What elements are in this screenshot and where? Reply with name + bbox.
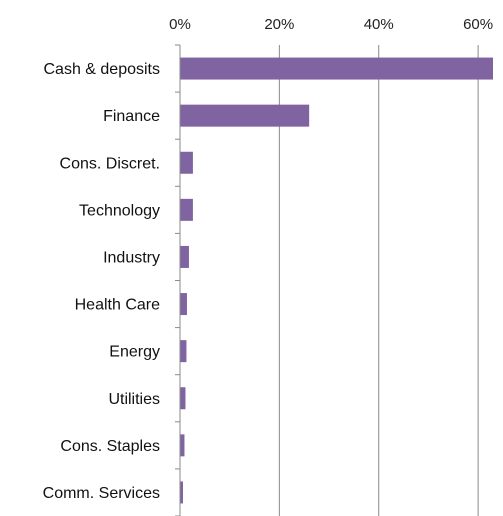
bars — [180, 57, 493, 504]
category-label: Utilities — [108, 391, 160, 408]
x-tick-label: 60% — [463, 16, 493, 33]
bar-health-care — [180, 293, 187, 316]
category-label: Industry — [103, 249, 160, 266]
bar-finance — [180, 104, 310, 127]
bar-industry — [180, 245, 189, 268]
bar-technology — [180, 198, 193, 221]
x-tick-label: 40% — [364, 16, 394, 33]
category-label: Health Care — [75, 297, 160, 314]
category-label: Cons. Staples — [60, 438, 160, 455]
category-label: Technology — [79, 202, 160, 219]
x-axis-ticks: 0% 20% 40% 60% — [169, 16, 493, 33]
x-tick-label: 20% — [264, 16, 294, 33]
bar-cash-deposits — [180, 57, 493, 80]
bar-cons-discret — [180, 151, 193, 174]
category-labels: Cash & deposits Finance Cons. Discret. Tech… — [43, 61, 160, 502]
category-label: Finance — [103, 108, 160, 125]
bar-energy — [180, 340, 187, 363]
category-label: Cash & deposits — [43, 61, 160, 78]
category-label: Cons. Discret. — [60, 155, 160, 172]
x-tick-label: 0% — [169, 16, 191, 33]
bar-comm-services — [180, 481, 183, 504]
bar-utilities — [180, 387, 186, 410]
bar-cons-staples — [180, 434, 185, 457]
category-label: Comm. Services — [43, 485, 160, 502]
category-label: Energy — [109, 344, 160, 361]
